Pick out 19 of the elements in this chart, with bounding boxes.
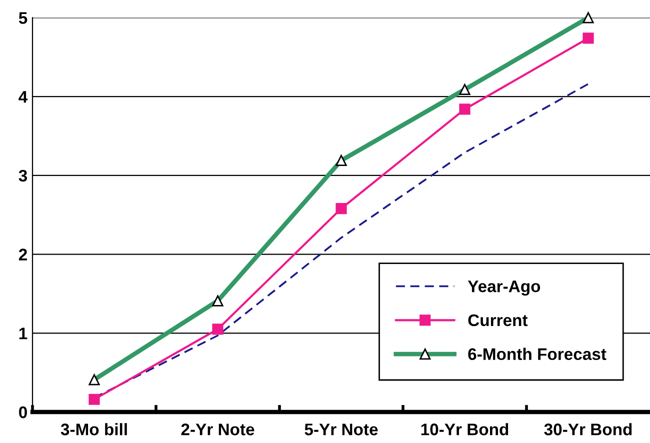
legend-label: 6-Month Forecast [468, 348, 606, 360]
x-tick-label: 2-Yr Note [181, 424, 254, 436]
point [88, 394, 100, 405]
point [212, 324, 224, 335]
y-tick-label: 1 [19, 328, 28, 340]
y-tick-label: 5 [18, 12, 28, 24]
legend-label: Current [468, 314, 528, 326]
point [336, 202, 347, 214]
y-tick-label: 3 [18, 170, 28, 182]
x-tick-label: 10-Yr Bond [421, 423, 508, 436]
x-tick-label: 30-Yr Bond [544, 423, 632, 436]
point [459, 104, 470, 115]
x-tick-label: 3-Mo bill [60, 423, 127, 436]
y-tick-label: 4 [18, 91, 28, 103]
legend-label: Year-Ago [468, 280, 540, 296]
x-tick-label: 5-Yr Note [304, 424, 378, 436]
y-tick-label: 0 [19, 406, 27, 418]
y-tick-label: 2 [18, 248, 27, 260]
point [582, 32, 594, 44]
